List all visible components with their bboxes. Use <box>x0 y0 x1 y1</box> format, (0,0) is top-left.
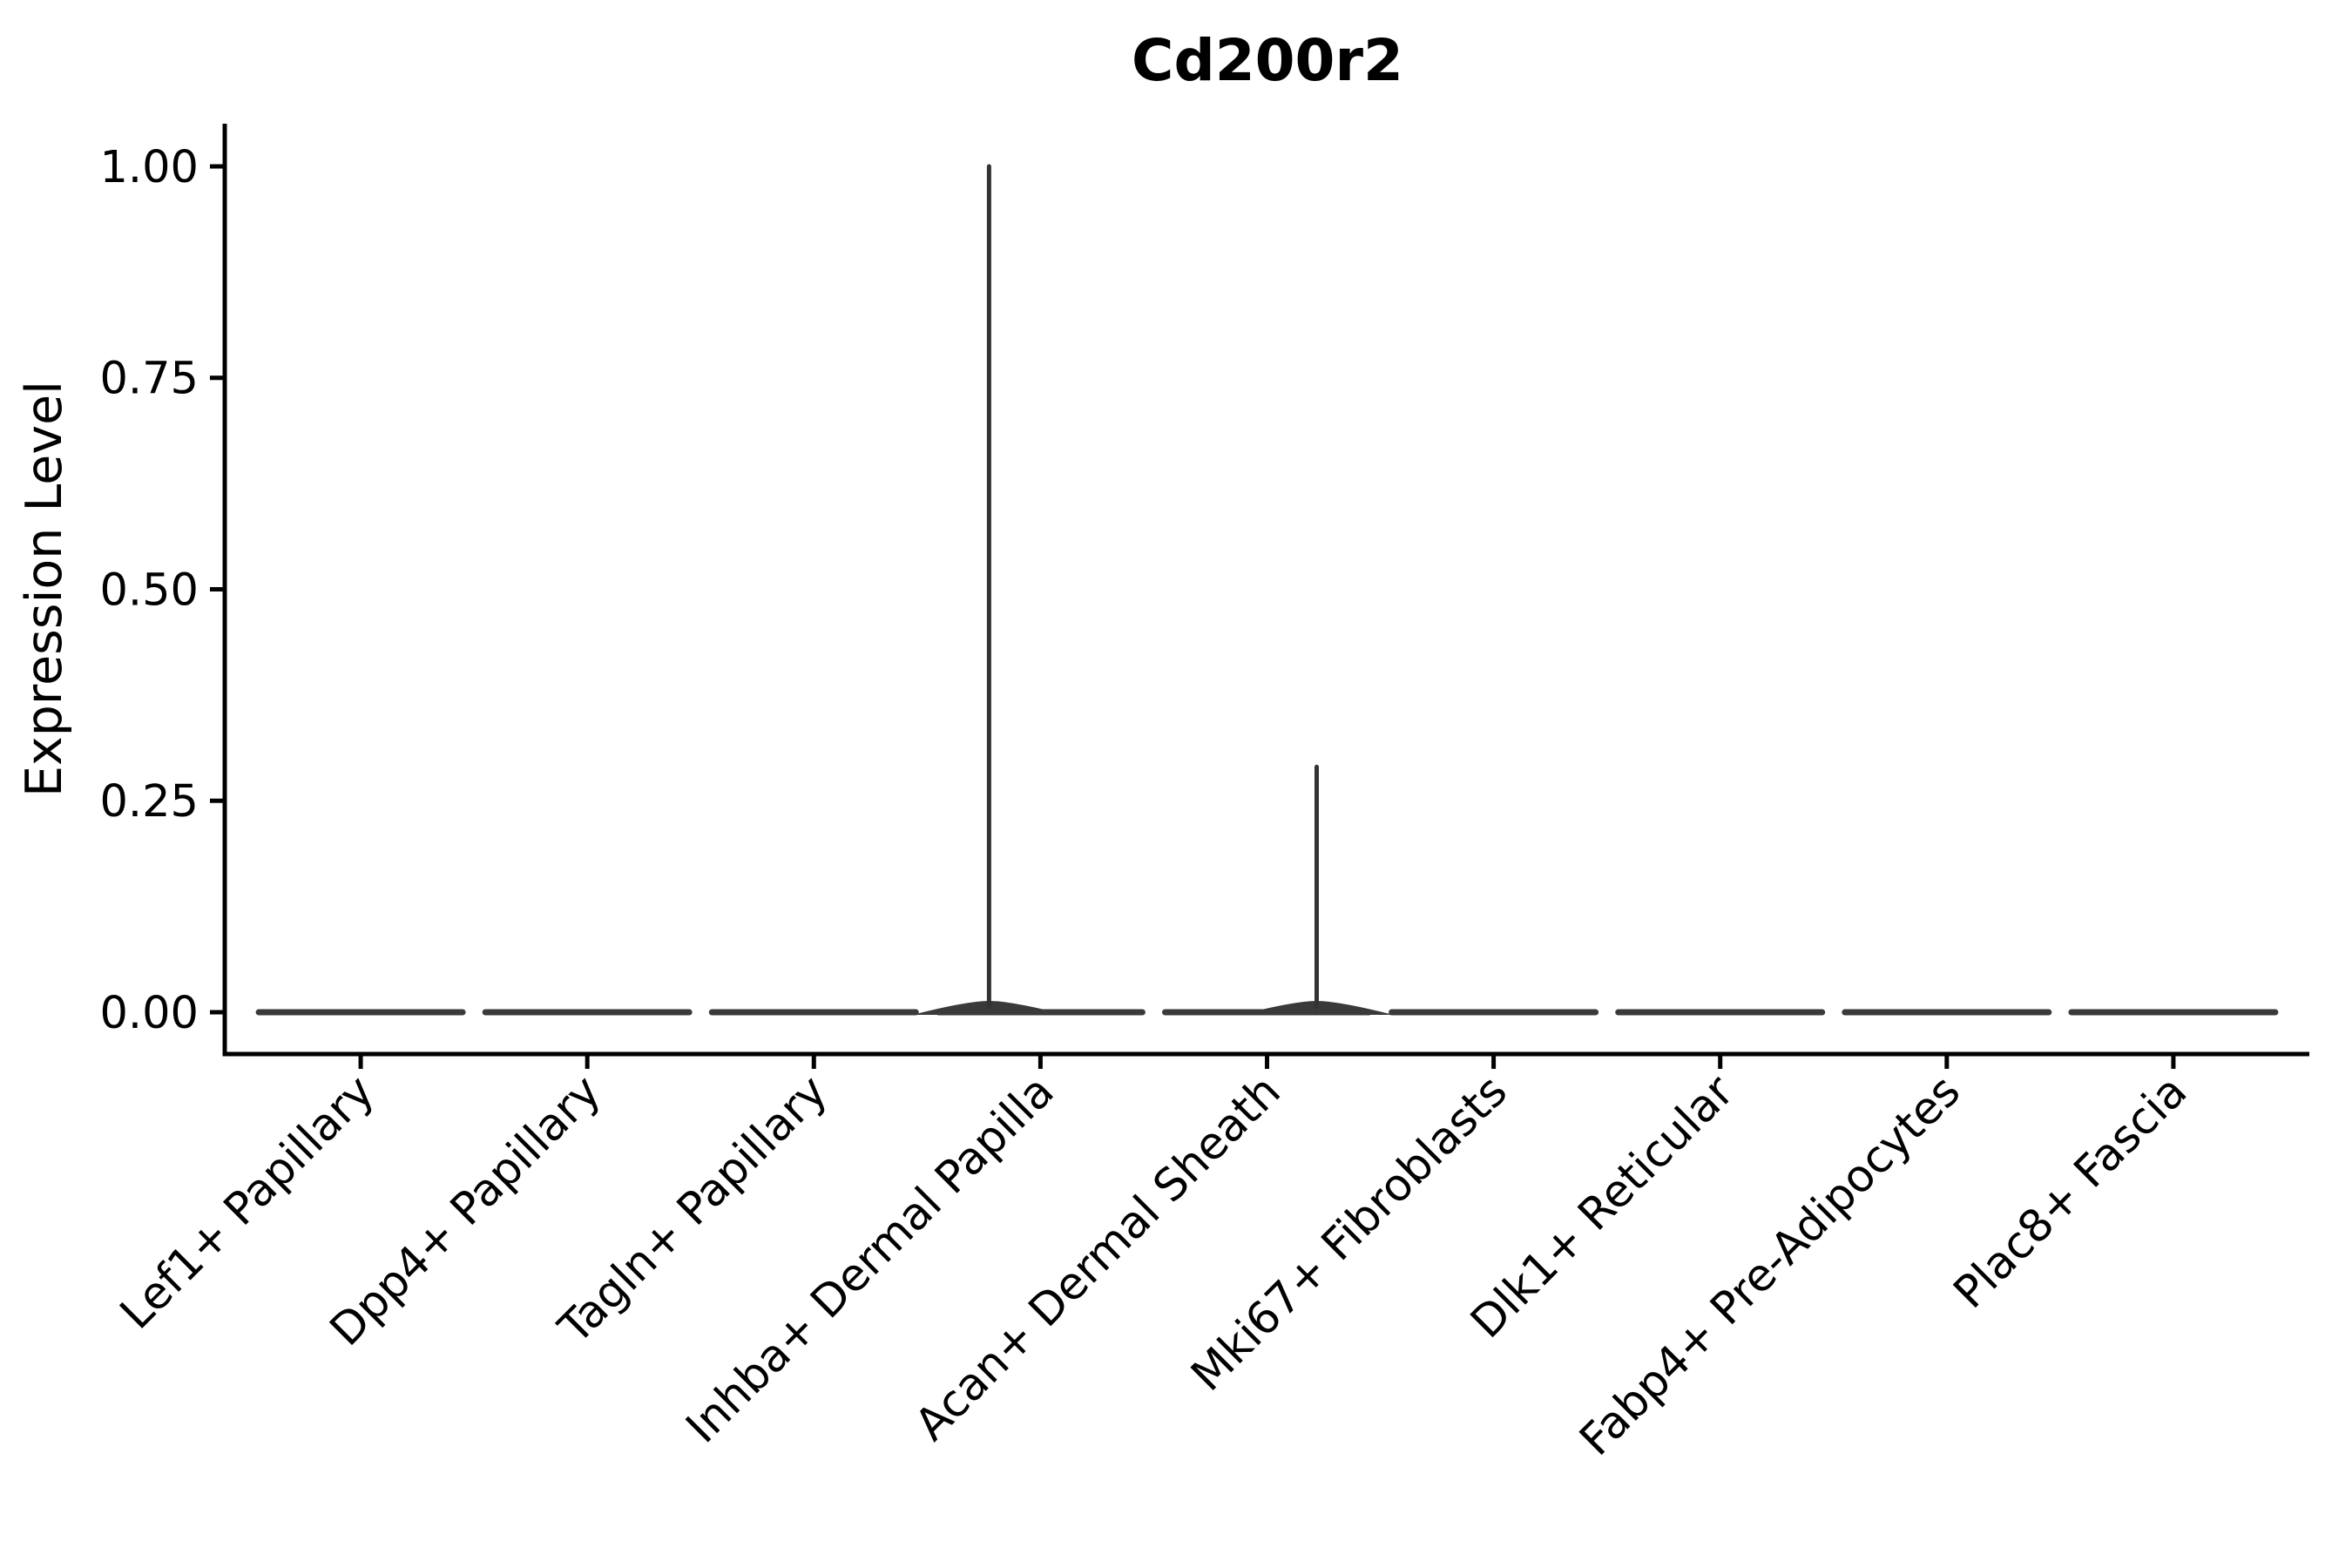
x-tick-label: Fabp4+ Pre-Adipocytes <box>1571 1065 1970 1465</box>
y-tick-label: 0.75 <box>99 354 199 405</box>
y-axis-label: Expression Level <box>16 381 73 797</box>
x-tick-label: Inhba+ Dermal Papilla <box>677 1065 1064 1453</box>
y-tick-label: 0.00 <box>99 988 199 1039</box>
x-tick-label: Plac8+ Fascia <box>1944 1065 2197 1318</box>
axes <box>222 124 2309 1057</box>
y-tick-label: 0.50 <box>99 564 199 616</box>
y-tick-label: 0.25 <box>99 776 199 828</box>
x-tick-label: Acan+ Dermal Sheath <box>906 1065 1291 1450</box>
y-tick-label: 1.00 <box>99 142 199 193</box>
y-axis-ticks: 1.00 0.75 0.50 0.25 0.00 <box>99 142 225 1039</box>
axis-spines <box>222 124 2309 1057</box>
plot-title: Cd200r2 <box>1132 27 1403 94</box>
violins <box>255 164 2279 1016</box>
